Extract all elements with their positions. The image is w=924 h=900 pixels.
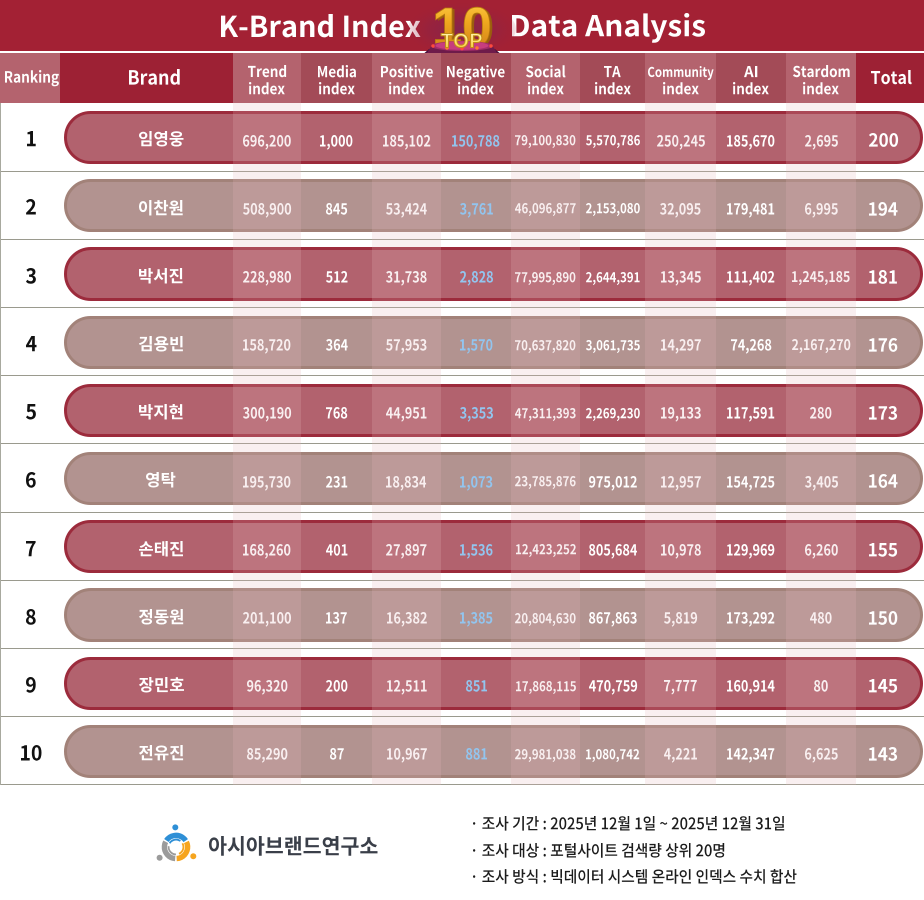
svg-text:TOP: TOP xyxy=(441,31,483,53)
